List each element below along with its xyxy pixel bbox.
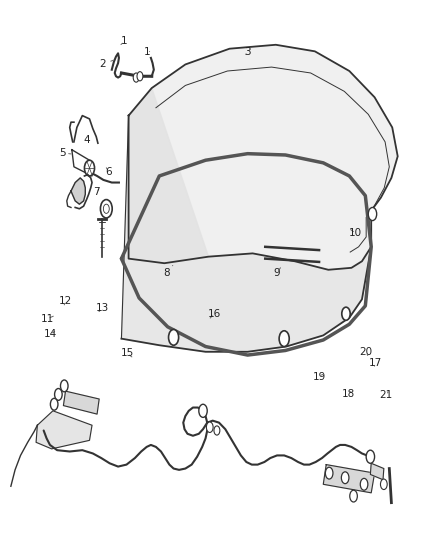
Text: 18: 18 — [342, 390, 355, 399]
Circle shape — [366, 450, 374, 463]
Polygon shape — [121, 88, 371, 352]
Circle shape — [360, 479, 368, 490]
Circle shape — [368, 207, 377, 221]
Text: 13: 13 — [95, 303, 109, 313]
Polygon shape — [71, 178, 85, 204]
Text: 14: 14 — [43, 329, 57, 339]
Polygon shape — [323, 465, 374, 493]
Text: 6: 6 — [106, 167, 112, 177]
Circle shape — [133, 73, 139, 82]
Circle shape — [350, 490, 357, 502]
Text: 10: 10 — [349, 228, 362, 238]
Text: 8: 8 — [163, 265, 173, 278]
Text: 1: 1 — [121, 36, 128, 46]
Circle shape — [214, 426, 220, 435]
Polygon shape — [129, 45, 398, 270]
Text: 16: 16 — [207, 309, 221, 319]
Circle shape — [137, 71, 143, 81]
Text: 19: 19 — [312, 372, 326, 382]
Text: 9: 9 — [274, 268, 280, 278]
Circle shape — [85, 160, 95, 176]
Circle shape — [169, 329, 179, 345]
Polygon shape — [64, 391, 99, 414]
Circle shape — [206, 422, 213, 432]
Text: 7: 7 — [93, 187, 99, 197]
Text: 3: 3 — [244, 46, 251, 56]
Polygon shape — [36, 411, 92, 449]
Text: 5: 5 — [59, 148, 71, 158]
Text: 11: 11 — [41, 314, 54, 324]
Circle shape — [60, 380, 68, 392]
Circle shape — [103, 204, 109, 213]
Circle shape — [100, 199, 112, 218]
Text: 20: 20 — [359, 348, 372, 358]
Circle shape — [50, 398, 58, 410]
Polygon shape — [371, 463, 384, 480]
Text: 21: 21 — [380, 391, 393, 400]
Text: 4: 4 — [83, 135, 90, 144]
Circle shape — [342, 307, 350, 320]
Text: 15: 15 — [121, 349, 134, 359]
Circle shape — [55, 389, 62, 400]
Circle shape — [279, 331, 289, 346]
Circle shape — [325, 467, 333, 479]
Text: 12: 12 — [59, 296, 72, 306]
Circle shape — [199, 404, 207, 417]
Circle shape — [381, 479, 387, 489]
Circle shape — [341, 472, 349, 483]
Text: 2: 2 — [99, 59, 113, 69]
Text: 17: 17 — [369, 358, 382, 368]
Text: 1: 1 — [143, 46, 150, 56]
